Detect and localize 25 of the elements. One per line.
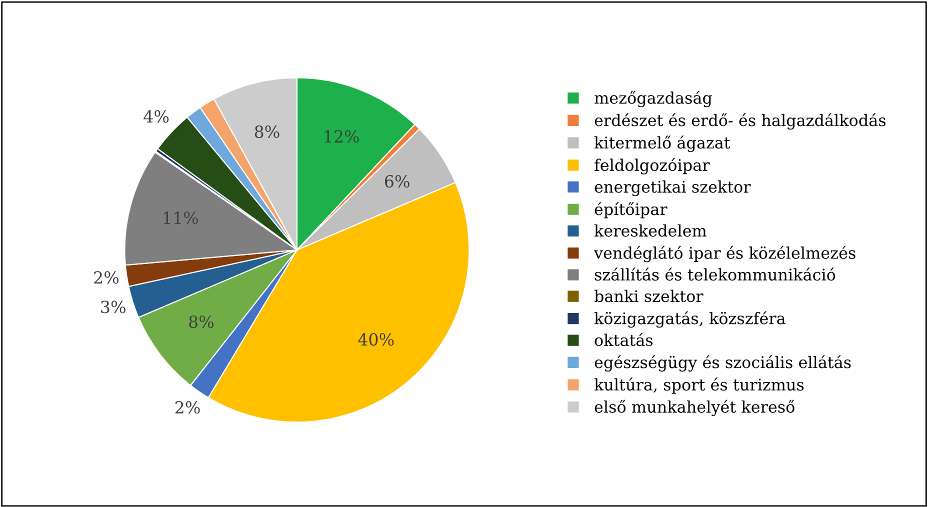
data-label: 6% [384, 175, 410, 188]
legend-label: kitermelő ágazat [594, 136, 730, 152]
legend-label: építőipar [594, 202, 668, 218]
legend-label: energetikai szektor [594, 180, 751, 196]
legend-label: egészségügy és szociális ellátás [594, 355, 851, 372]
data-label: 12% [324, 130, 359, 143]
legend-label: kultúra, sport és turizmus [594, 378, 804, 394]
data-label: 11% [164, 211, 198, 224]
data-label: 8% [254, 125, 280, 138]
legend-label: banki szektor [594, 290, 704, 302]
legend-label: első munkahelyét kereső [594, 400, 794, 416]
data-label: 40% [358, 333, 394, 346]
data-label: 2% [94, 271, 119, 284]
data-label: 8% [189, 315, 214, 328]
legend-label: mezőgazdaság [594, 90, 712, 108]
legend-label: feldolgozóipar [594, 158, 710, 174]
legend-label: oktatás [594, 333, 653, 346]
legend-label: erdészet és erdő- és halgazdálkodás [594, 113, 886, 130]
data-label: 2% [175, 401, 200, 414]
legend-label: kereskedelem [594, 224, 706, 237]
legend-label: közigazgatás, közszféra [594, 311, 786, 328]
legend-label: vendéglátó ipar és közélelmezés [594, 246, 856, 262]
data-label: 4% [144, 110, 169, 123]
data-label: 3% [101, 300, 126, 314]
legend-label: szállítás és telekommunikáció [594, 268, 836, 281]
